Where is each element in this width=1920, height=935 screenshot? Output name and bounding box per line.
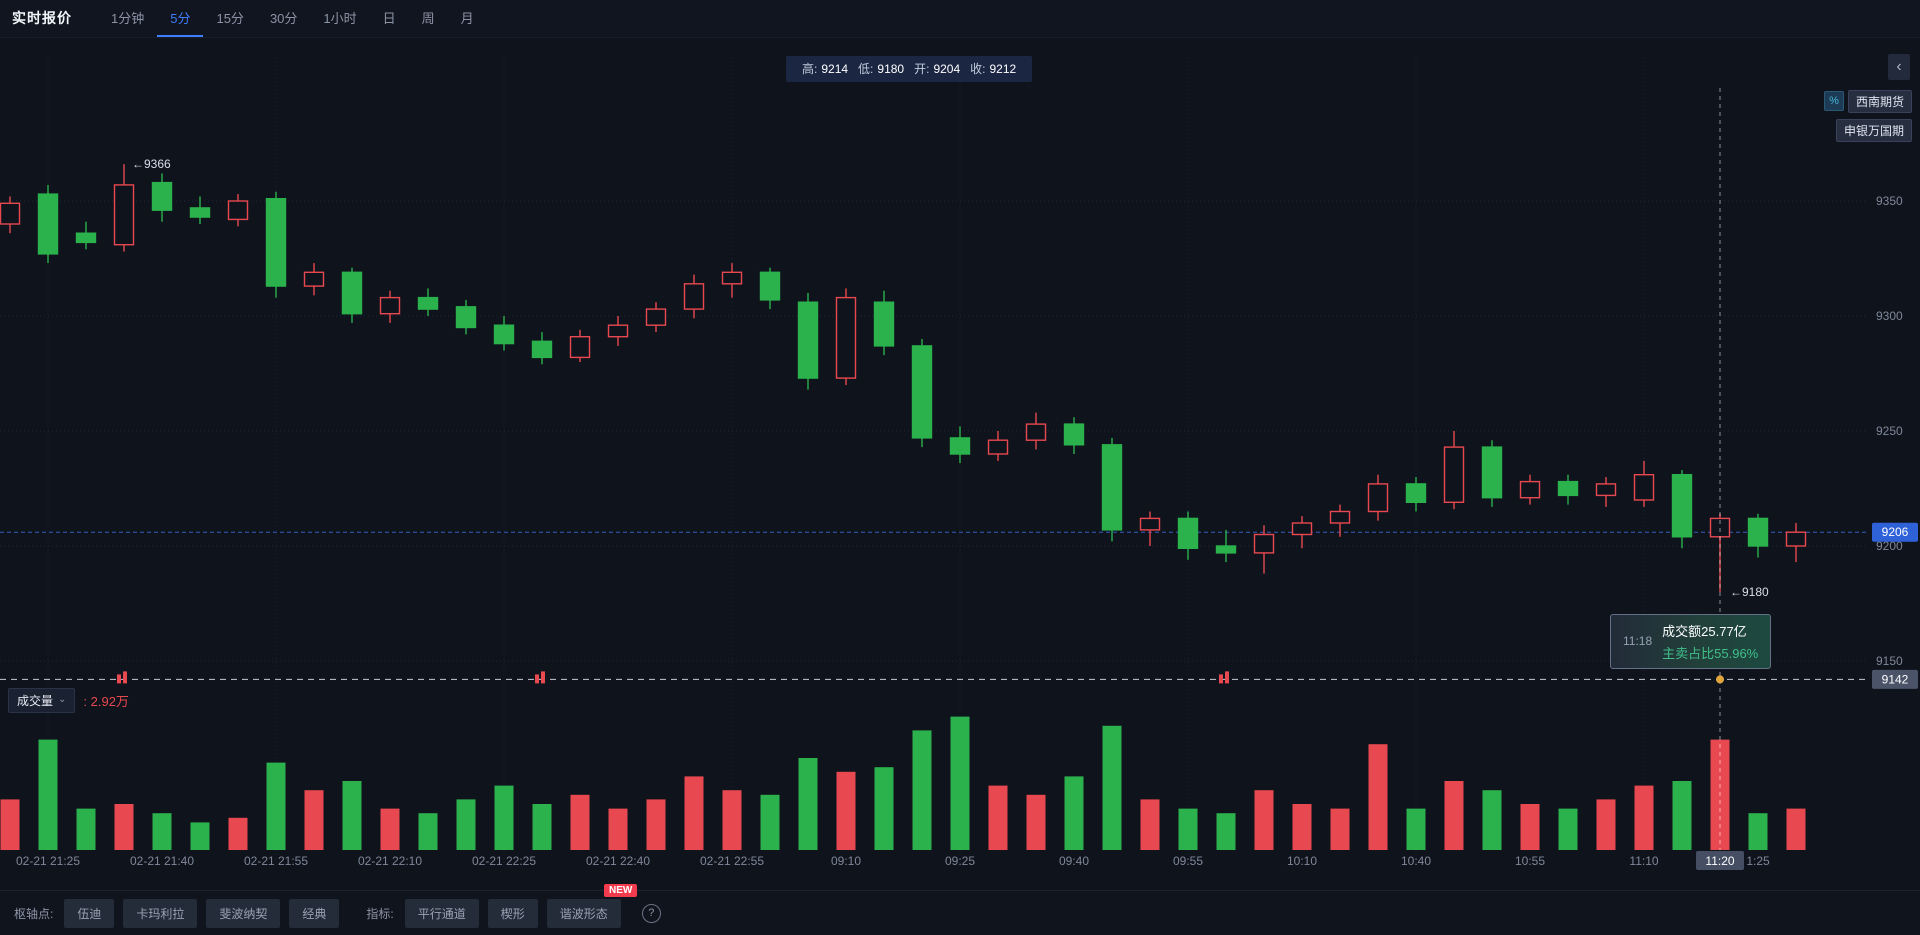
svg-text:9142: 9142 bbox=[1882, 672, 1909, 686]
crosshair-dot bbox=[1716, 675, 1724, 684]
chart-area: ←9366 ←9180 02-21 21:25 02-21 21:40 02-21 21… bbox=[0, 37, 1920, 892]
y-axis-label: 9250 bbox=[1876, 424, 1903, 438]
volume-layer bbox=[0, 716, 1806, 850]
ohlc-low-value: 9180 bbox=[877, 61, 905, 76]
topbar: 实时报价 1分钟 5分 15分 30分 1小时 日 周 月 bbox=[0, 0, 1920, 38]
pivot-woodie-button[interactable]: 伍迪 bbox=[64, 898, 115, 928]
ohlc-open-value: 9204 bbox=[933, 61, 961, 76]
volume-header: 成交量 ⌄ : 2.92万 bbox=[8, 687, 129, 713]
tooltip-sell-ratio: 主卖占比55.96% bbox=[1662, 645, 1759, 661]
x-axis-label: 09:10 bbox=[831, 854, 861, 868]
y-axis-label: 9150 bbox=[1876, 654, 1903, 668]
x-axis-label: 02-21 21:40 bbox=[130, 854, 194, 868]
tab-5min[interactable]: 5分 bbox=[157, 0, 204, 37]
svg-text:9206: 9206 bbox=[1882, 525, 1909, 539]
tab-1hour[interactable]: 1小时 bbox=[323, 10, 357, 26]
baseline-price-badge bbox=[1872, 669, 1918, 689]
x-axis-label: 11:10 bbox=[1629, 854, 1658, 868]
volume-value: : 2.92万 bbox=[83, 693, 129, 709]
percent-icon[interactable]: % bbox=[1823, 91, 1844, 112]
x-axis-label: 02-21 22:10 bbox=[358, 854, 422, 868]
ohlc-high-value: 9214 bbox=[821, 61, 849, 76]
indicator-harmonic-button[interactable]: 谐波形态 bbox=[546, 898, 621, 928]
x-axis-label: 10:40 bbox=[1401, 854, 1431, 868]
pivot-fibonacci-button[interactable]: 斐波纳契 bbox=[206, 898, 281, 928]
tab-month[interactable]: 月 bbox=[460, 10, 474, 26]
x-axis-label: 09:25 bbox=[945, 854, 975, 868]
tab-1min[interactable]: 1分钟 bbox=[111, 10, 145, 26]
pivot-camarilla-button[interactable]: 卡玛利拉 bbox=[123, 898, 198, 928]
event-marker-icon bbox=[535, 671, 545, 684]
x-axis-label: 02-21 22:25 bbox=[472, 854, 536, 868]
tab-day[interactable]: 日 bbox=[382, 10, 396, 26]
ohlc-open-label: 开: bbox=[914, 62, 930, 77]
ohlc-low-label: 低: bbox=[858, 62, 874, 77]
broker-row: 申银万国期 bbox=[1835, 118, 1912, 142]
x-axis-label: 02-21 22:40 bbox=[586, 854, 650, 868]
x-axis-label: 02-21 21:25 bbox=[16, 854, 80, 868]
collapse-panel-button[interactable]: ‹ bbox=[1888, 53, 1910, 80]
candles-layer bbox=[0, 164, 1807, 592]
crosshair-time-badge bbox=[1696, 850, 1744, 870]
pivot-label: 枢轴点: bbox=[14, 906, 54, 921]
help-icon[interactable]: ? bbox=[641, 903, 661, 923]
event-marker-icon bbox=[1219, 671, 1229, 684]
x-axis-label: 1:25 bbox=[1746, 854, 1770, 868]
chevron-down-icon: ⌄ bbox=[58, 694, 67, 706]
price-annotation: ←9180 bbox=[1730, 585, 1769, 599]
volume-tooltip: 11:18 成交额25.77亿 主卖占比55.96% bbox=[1610, 613, 1772, 669]
pivot-classic-button[interactable]: 经典 bbox=[289, 898, 340, 928]
x-axis-label: 09:55 bbox=[1173, 854, 1203, 868]
broker-panel: % 西南期货 申银万国期 bbox=[1823, 89, 1912, 142]
event-marker-icon bbox=[117, 671, 127, 684]
bottom-toolbar: 枢轴点: 伍迪 卡玛利拉 斐波纳契 经典 指标: 平行通道 楔形 谐波形态 NE… bbox=[0, 884, 1920, 935]
volume-label: 成交量 bbox=[17, 693, 54, 708]
tooltip-turnover: 成交额25.77亿 bbox=[1662, 623, 1747, 639]
candlestick-chart[interactable]: ←9366 ←9180 02-21 21:25 02-21 21:40 02-21 21… bbox=[0, 38, 1920, 892]
ohlc-high-label: 高: bbox=[802, 62, 818, 77]
y-axis-label: 9300 bbox=[1876, 309, 1903, 323]
indicator-label: 指标: bbox=[366, 906, 394, 921]
ohlc-close-value: 9212 bbox=[989, 61, 1017, 76]
ohlc-close-label: 收: bbox=[970, 62, 986, 77]
broker-row: % 西南期货 bbox=[1823, 89, 1912, 113]
tab-15min[interactable]: 15分 bbox=[216, 10, 244, 26]
broker-label-shenyin[interactable]: 申银万国期 bbox=[1835, 118, 1912, 142]
chevron-left-icon: ‹ bbox=[1896, 57, 1902, 75]
tab-30min[interactable]: 30分 bbox=[269, 10, 298, 26]
y-axis-label: 9200 bbox=[1876, 539, 1903, 553]
x-axis-label: 09:40 bbox=[1059, 854, 1089, 868]
x-axis-label: 02-21 22:55 bbox=[700, 854, 764, 868]
page-title: 实时报价 bbox=[12, 10, 72, 27]
new-badge: NEW bbox=[604, 884, 638, 898]
x-axis-label: 10:10 bbox=[1287, 854, 1317, 868]
grid-layer bbox=[0, 57, 1868, 864]
tab-week[interactable]: 周 bbox=[421, 10, 435, 26]
indicator-parallel-channel-button[interactable]: 平行通道 bbox=[404, 898, 479, 928]
broker-label-southwest[interactable]: 西南期货 bbox=[1847, 89, 1912, 113]
last-price-badge bbox=[1872, 522, 1918, 542]
volume-indicator-selector[interactable]: 成交量 ⌄ bbox=[8, 687, 76, 713]
price-annotation: ←9366 bbox=[132, 157, 171, 171]
x-axis-label: 11:20 bbox=[1705, 854, 1734, 868]
tooltip-time: 11:18 bbox=[1623, 634, 1653, 649]
y-axis-label: 9350 bbox=[1876, 194, 1903, 208]
ohlc-info-bar: 高: 9214 低: 9180 开: 9204 收: 9212 bbox=[786, 55, 1033, 82]
x-axis-label: 10:55 bbox=[1515, 854, 1545, 868]
tooltip-body: 成交额25.77亿 主卖占比55.96% bbox=[1662, 621, 1758, 662]
x-axis-label: 02-21 21:55 bbox=[244, 854, 308, 868]
indicator-wedge-button[interactable]: 楔形 bbox=[487, 898, 538, 928]
